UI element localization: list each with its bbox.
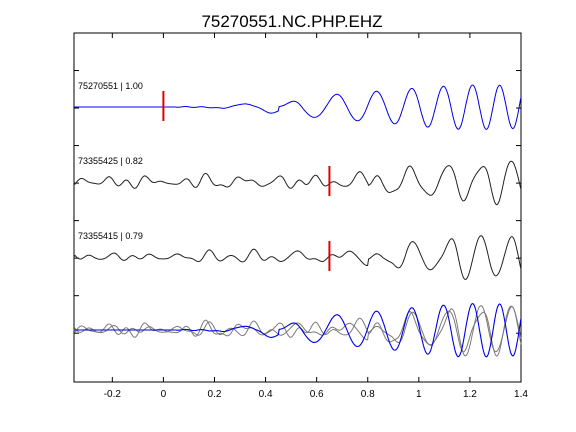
x-tick-label: 0.2: [208, 389, 222, 400]
trace-73355425: [73, 160, 522, 206]
trace-label-75270551: 75270551 | 1.00: [78, 81, 143, 91]
x-tick-label: 0.8: [361, 389, 375, 400]
y-ticks: [74, 70, 521, 334]
x-tick-label: 0.6: [310, 389, 324, 400]
x-tick-label: 1: [416, 389, 422, 400]
chart-title: 75270551.NC.PHP.EHZ: [201, 12, 382, 31]
trace-labels: 75270551 | 1.00 73355425 | 0.82 73355415 |…: [78, 81, 143, 241]
overlay-trace-75270551: [74, 302, 522, 358]
x-tick-label: 1.2: [463, 389, 477, 400]
x-tick-label: 1.4: [514, 389, 528, 400]
trace-panel: [73, 84, 522, 358]
pick-markers: [162, 91, 331, 271]
trace-75270551: [74, 84, 522, 130]
overlay-trace-73355415: [73, 305, 522, 357]
x-tick-label: 0.4: [259, 389, 273, 400]
x-axis: -0.2 0 0.2 0.4 0.6 0.8 1 1.2 1.4: [104, 33, 528, 400]
overlay-trace-73355425: [73, 305, 522, 357]
trace-73355415: [73, 235, 522, 281]
x-tick-label: 0: [161, 389, 167, 400]
x-tick-label: -0.2: [104, 389, 122, 400]
trace-label-73355415: 73355415 | 0.79: [78, 231, 143, 241]
trace-label-73355425: 73355425 | 0.82: [78, 156, 143, 166]
